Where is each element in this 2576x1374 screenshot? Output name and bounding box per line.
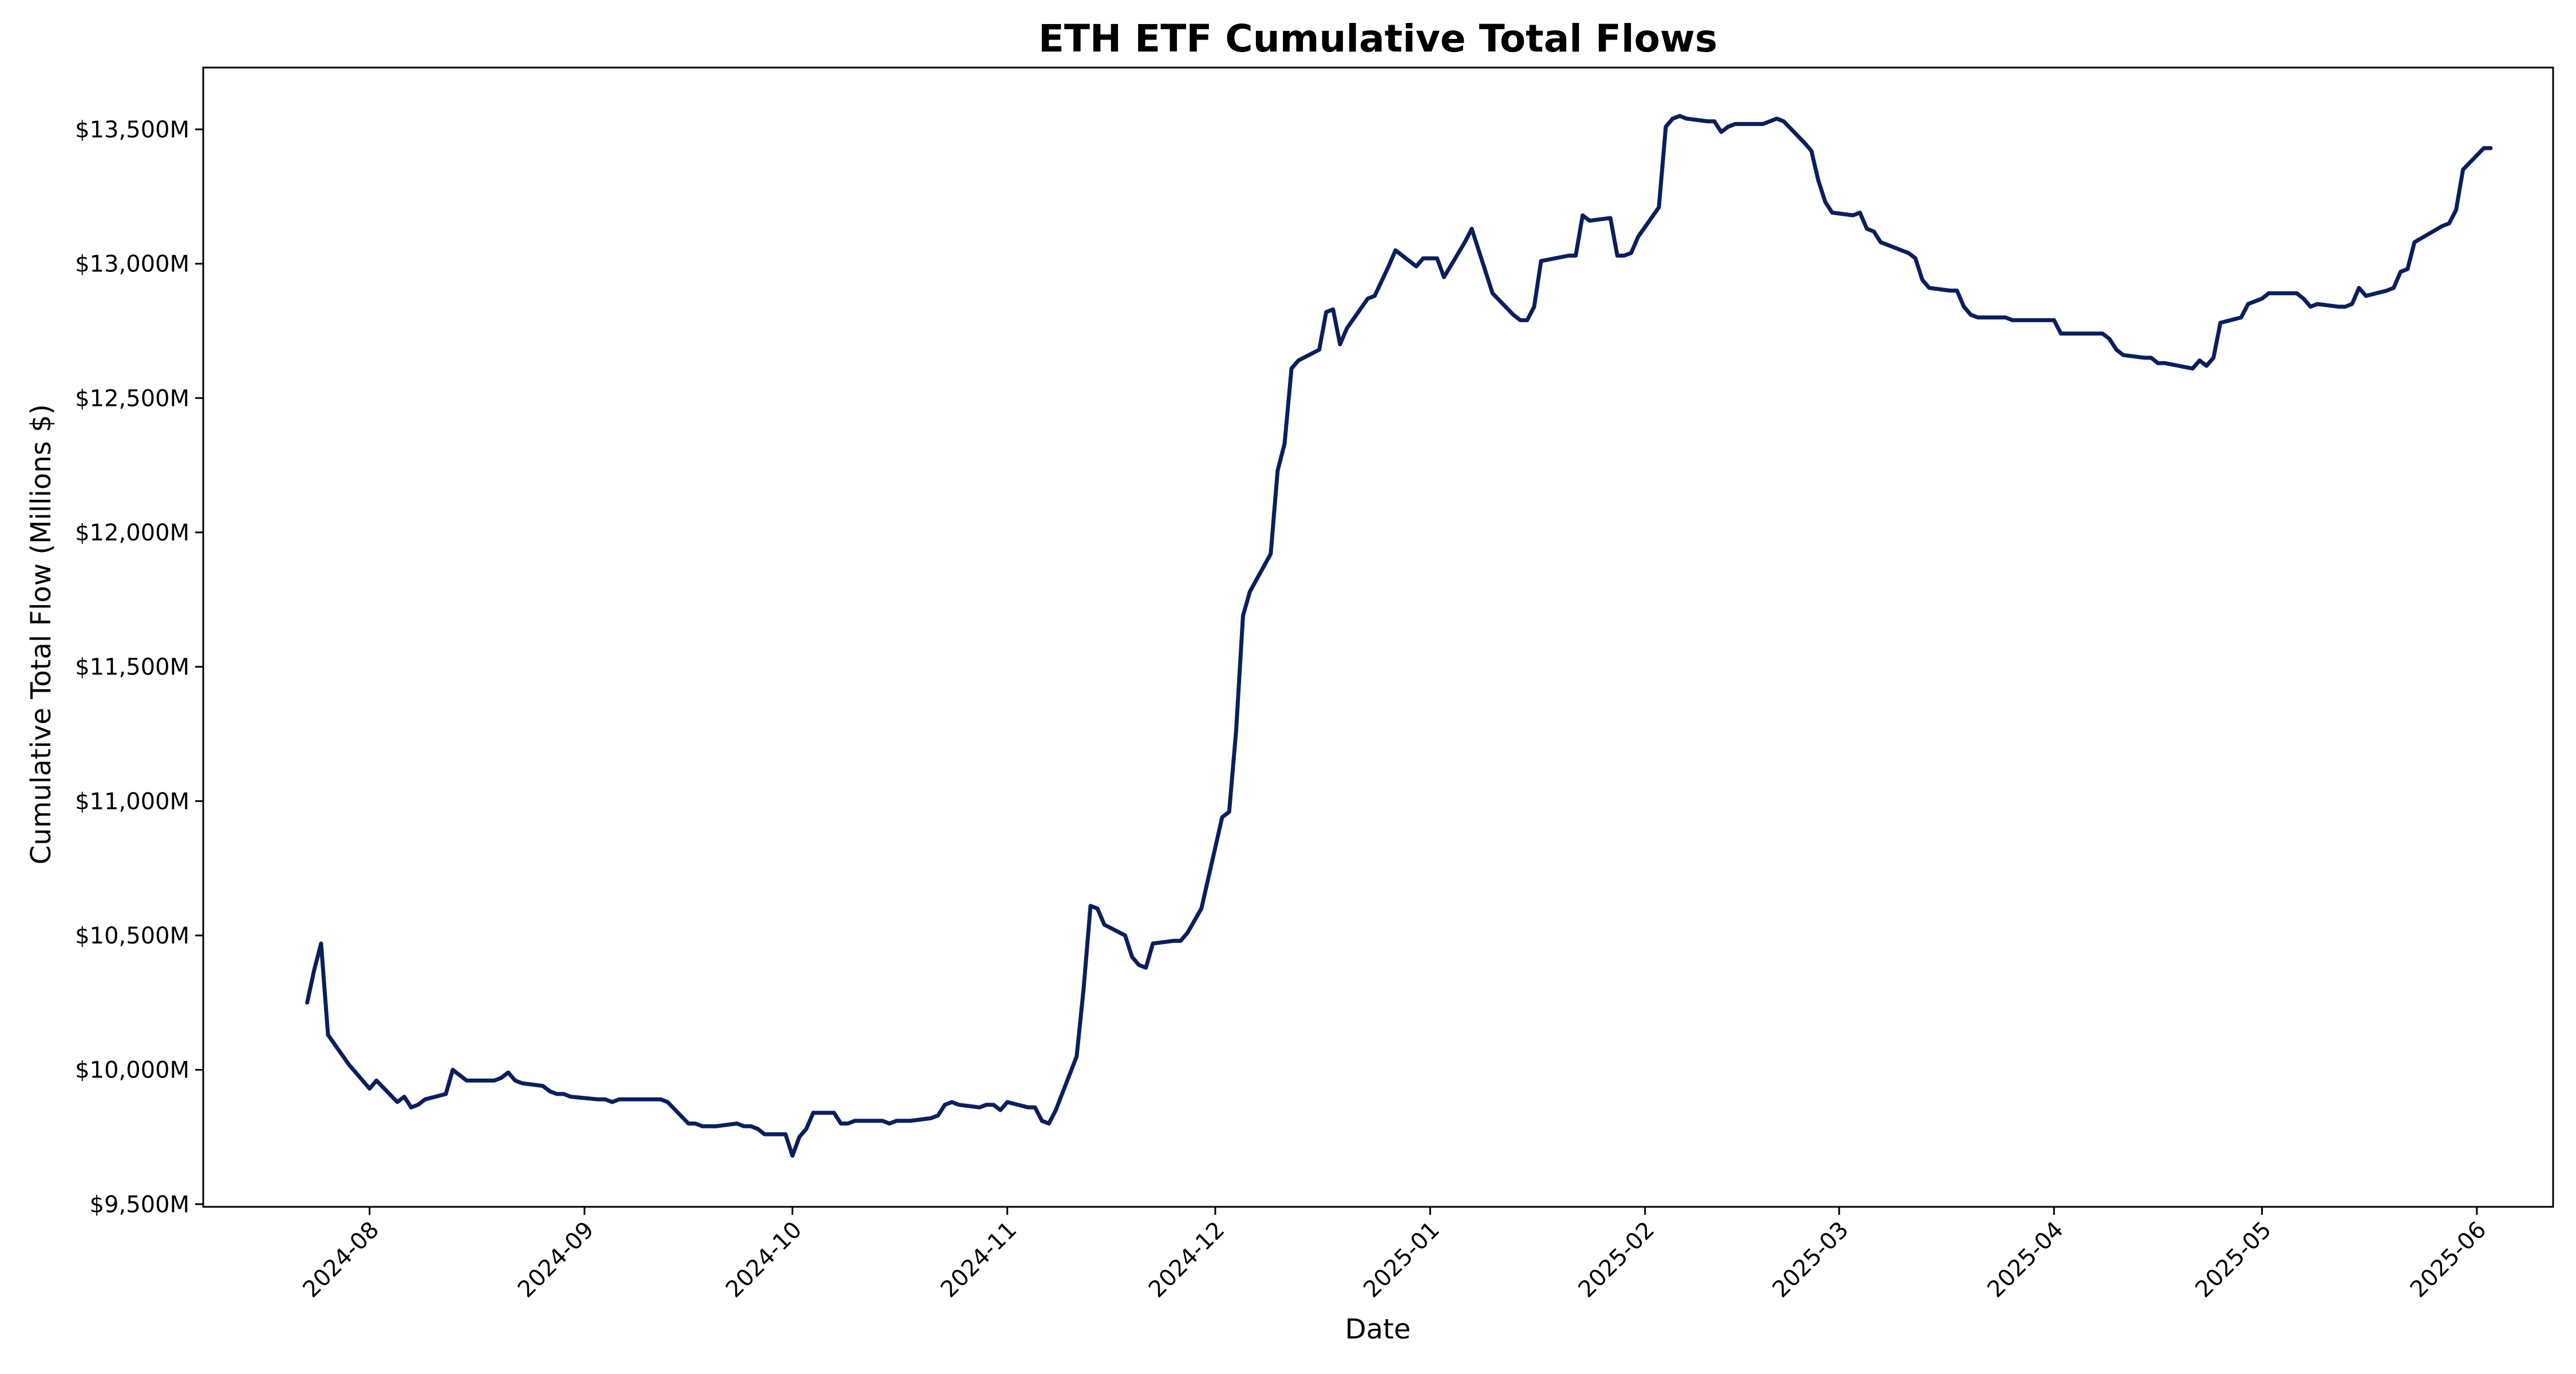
y-tick-label: $11,000M	[75, 788, 189, 815]
y-tick-label: $10,500M	[75, 923, 189, 949]
series-layer	[305, 114, 2493, 1158]
y-tick-label: $12,000M	[75, 520, 189, 546]
series-line	[305, 114, 2493, 1158]
y-axis-ticks: $9,500M $10,000M $10,500M $11,000M $11,500M $…	[75, 117, 203, 1218]
y-tick-label: $12,500M	[75, 385, 189, 412]
x-axis-label: Date	[1345, 1313, 1411, 1345]
y-tick-label: $11,500M	[75, 654, 189, 681]
y-tick-label: $10,000M	[75, 1057, 189, 1084]
y-tick-label: $13,500M	[75, 117, 189, 143]
y-axis-label: Cumulative Total Flow (Millions $)	[25, 404, 57, 864]
chart-title: ETH ETF Cumulative Total Flows	[1038, 17, 1717, 61]
y-tick-label: $9,500M	[90, 1191, 189, 1218]
plot-frame	[202, 66, 2554, 1208]
y-tick-label: $13,000M	[75, 251, 189, 278]
